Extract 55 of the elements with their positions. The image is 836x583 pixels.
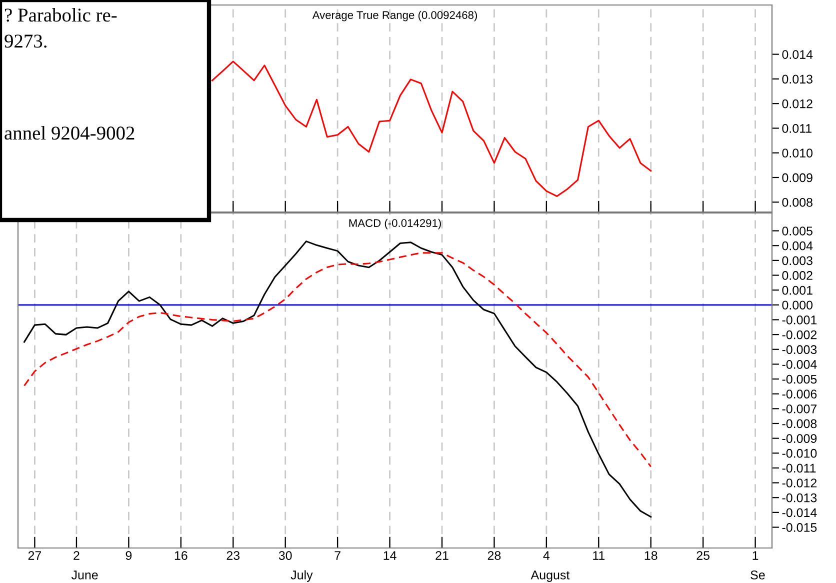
line-series (24, 240, 652, 518)
y-tick-label: 0.000 (782, 300, 813, 310)
y-tick-label: -0.015 (782, 523, 817, 532)
x-tick-label: 23 (226, 551, 240, 560)
line-series (24, 252, 652, 468)
y-tick-label: 0.004 (782, 241, 813, 250)
annotation: ? Parabolic re- (5, 8, 117, 22)
y-tick-label: -0.002 (782, 330, 817, 340)
y-tick-label: -0.014 (782, 508, 817, 518)
y-tick-label: -0.011 (782, 464, 816, 473)
x-tick-label: 9 (126, 551, 132, 560)
text: July (290, 570, 313, 582)
y-tick-label: 0.014 (782, 50, 813, 59)
annotation: 9273. (4, 34, 46, 48)
y-tick-label: -0.003 (782, 345, 817, 354)
x-tick-label: 4 (543, 551, 550, 560)
x-tick-label: 27 (28, 551, 42, 560)
y-tick-label: 0.012 (782, 99, 812, 108)
y-tick-label: -0.005 (782, 374, 817, 384)
chart-title: Average True Range (0.0092468) (312, 10, 477, 22)
y-tick-label: -0.009 (782, 434, 817, 443)
y-tick-label: -0.007 (782, 404, 817, 414)
y-tick-label: 0.003 (782, 256, 812, 266)
y-tick-label: -0.006 (782, 390, 817, 398)
x-tick-label: 28 (488, 551, 501, 560)
annotation: annel 9204-9002 (4, 126, 134, 140)
text: June (71, 570, 98, 580)
chart-title: MACD (-0.014291) (349, 218, 441, 230)
x-tick-label: 7 (334, 551, 340, 560)
y-tick-label: 0.002 (782, 271, 812, 280)
y-tick-label: 0.005 (782, 226, 812, 236)
x-tick-label: 21 (436, 551, 448, 560)
x-tick-label: 25 (696, 551, 710, 560)
y-tick-label: 0.013 (782, 74, 812, 84)
y-tick-label: 0.001 (782, 286, 812, 295)
y-tick-label: 0.011 (782, 124, 812, 133)
y-tick-label: -0.010 (782, 448, 817, 458)
y-tick-label: -0.001 (782, 316, 817, 324)
y-tick-label: -0.004 (782, 360, 817, 369)
text: August (530, 570, 570, 582)
x-tick-label: 14 (384, 551, 396, 560)
line-series (211, 60, 652, 197)
y-tick-label: 0.009 (782, 173, 812, 182)
y-tick-label: 0.010 (782, 148, 813, 158)
y-tick-label: -0.012 (782, 478, 817, 488)
text: Se (750, 570, 765, 580)
x-tick-label: 11 (593, 551, 605, 560)
y-tick-label: -0.013 (782, 493, 817, 502)
x-tick-label: 2 (74, 551, 80, 560)
y-tick-label: 0.008 (782, 198, 812, 207)
y-tick-label: -0.008 (782, 419, 817, 428)
x-tick-label: 30 (278, 551, 292, 560)
x-tick-label: 18 (644, 551, 658, 560)
x-tick-label: 1 (752, 551, 758, 560)
x-tick-label: 16 (174, 551, 188, 560)
